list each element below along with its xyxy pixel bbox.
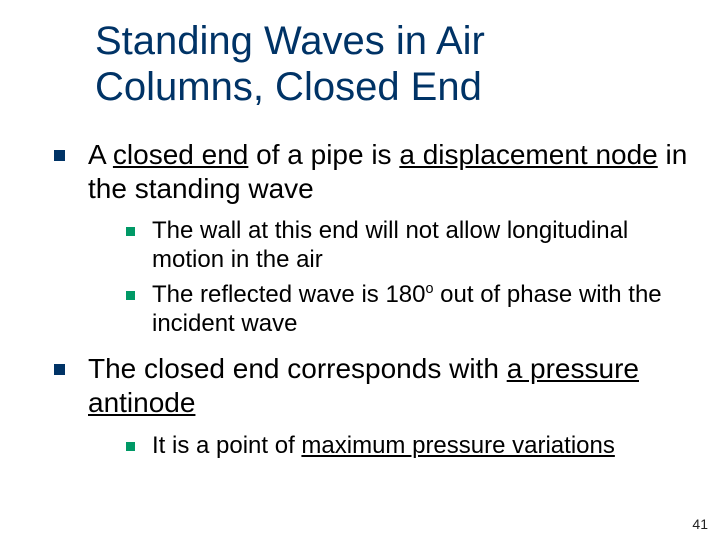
title-line-1: Standing Waves in Air: [95, 19, 485, 63]
b1-underline-displacement-node: a displacement node: [399, 139, 657, 170]
b1-text-pre: A: [88, 139, 113, 170]
title-line-2: Columns, Closed End: [95, 65, 482, 109]
bullet-2: The closed end corresponds with a pressu…: [50, 352, 690, 460]
bullet-2-sublist: It is a point of maximum pressure variat…: [88, 432, 690, 461]
b2s1-pre: It is a point of: [152, 432, 301, 459]
bullet-1-sublist: The wall at this end will not allow long…: [88, 217, 690, 338]
b2-text-pre: The closed end corresponds with: [88, 353, 507, 384]
b2s1-underline-max-pressure: maximum pressure variations: [301, 432, 614, 459]
b1s2-pre: The reflected wave is 180: [152, 281, 425, 308]
b1s1-text: The wall at this end will not allow long…: [152, 217, 628, 273]
bullet-2-sub-1: It is a point of maximum pressure variat…: [122, 432, 690, 461]
bullet-1-sub-2: The reflected wave is 180o out of phase …: [122, 281, 690, 339]
bullet-1-sub-1: The wall at this end will not allow long…: [122, 217, 690, 275]
bullet-list: A closed end of a pipe is a displacement…: [30, 138, 690, 460]
b1-underline-closed-end: closed end: [113, 139, 248, 170]
slide-container: Standing Waves in Air Columns, Closed En…: [0, 0, 720, 540]
bullet-1: A closed end of a pipe is a displacement…: [50, 138, 690, 338]
page-number: 41: [692, 516, 708, 532]
b1s2-degree: o: [425, 281, 433, 297]
b1-text-mid: of a pipe is: [248, 139, 399, 170]
slide-title: Standing Waves in Air Columns, Closed En…: [30, 18, 690, 110]
